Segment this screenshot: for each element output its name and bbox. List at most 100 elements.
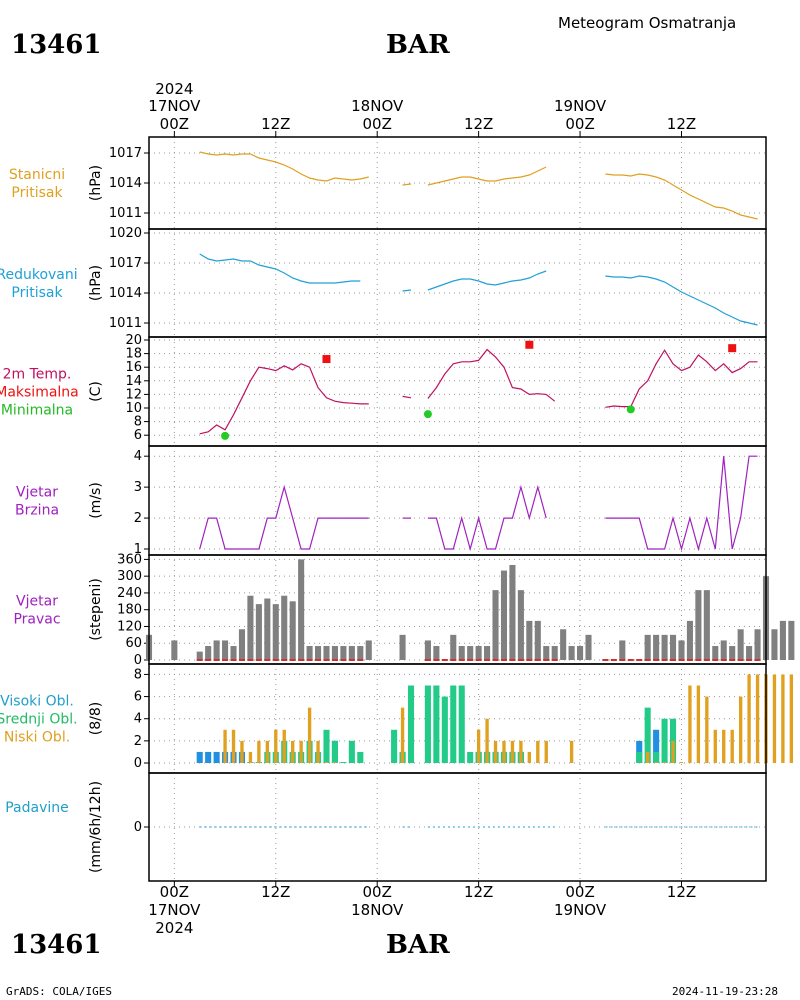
wind-dir-bar: [264, 598, 271, 660]
panel-label: Pritisak: [11, 285, 63, 301]
calm-marker: [348, 659, 355, 661]
wind-dir-bar: [585, 634, 592, 660]
wind-dir-bar: [222, 640, 229, 660]
cloud-bar-low: [738, 696, 743, 763]
panel-label: Maksimalna: [0, 385, 79, 401]
time-hour-bottom: 00Z: [160, 883, 189, 901]
cloud-bar-low: [223, 729, 227, 763]
wind-dir-bar: [340, 646, 347, 660]
calm-marker: [323, 659, 330, 661]
y-axis-label: (C): [88, 381, 104, 402]
wind-dir-bar: [661, 634, 668, 660]
y-tick-label: 8: [134, 667, 142, 682]
calm-marker: [289, 659, 296, 661]
y-tick-label: 1011: [109, 316, 142, 331]
wind-dir-bar: [255, 604, 262, 660]
wind-dir-bar: [534, 620, 541, 660]
calm-marker: [213, 659, 220, 661]
panel-frame: [148, 445, 767, 556]
cloud-bar-low: [476, 729, 481, 763]
cloud-bar-mid: [467, 751, 474, 763]
calm-marker: [340, 659, 347, 661]
cloud-bar-low: [730, 729, 734, 763]
calm-marker: [433, 659, 440, 661]
wind-dir-bar: [720, 640, 727, 660]
calm-marker: [653, 659, 660, 661]
wind-dir-bar: [348, 646, 355, 660]
wind-dir-bar: [568, 646, 575, 660]
wind-dir-bar: [196, 651, 203, 660]
series-line: [427, 348, 556, 402]
wind-dir-bar: [551, 646, 558, 660]
cloud-bar-mid: [450, 685, 457, 763]
wind-dir-bar: [323, 646, 330, 660]
y-tick-label: 1: [134, 542, 142, 557]
panel-label: Brzina: [15, 503, 59, 519]
calm-marker: [526, 659, 533, 661]
cloud-bar-low: [772, 674, 777, 763]
wind-dir-bar: [298, 559, 305, 660]
tmin-marker: [626, 405, 635, 414]
calm-marker: [619, 659, 626, 661]
calm-marker: [500, 659, 508, 661]
tmin-marker: [423, 410, 432, 419]
time-hour-top: 12Z: [464, 115, 493, 133]
y-tick-label: 60: [125, 636, 142, 651]
calm-marker: [272, 659, 279, 661]
y-tick-label: 6: [134, 428, 142, 443]
y-tick-label: 240: [117, 586, 142, 601]
time-hour-bottom: 00Z: [565, 883, 594, 901]
y-tick-label: 180: [117, 603, 142, 618]
panel-label: 2m Temp.: [3, 367, 72, 383]
y-tick-label: 1017: [109, 256, 142, 271]
calm-marker: [314, 659, 322, 661]
series-line: [605, 275, 758, 326]
calm-marker: [746, 659, 753, 661]
cloud-zero: [333, 762, 337, 763]
wind-dir-bar: [517, 590, 524, 660]
y-tick-label: 10: [125, 401, 142, 416]
cloud-bar-low: [544, 740, 548, 763]
wind-dir-bar: [703, 590, 710, 660]
panel-label: Srednji Obl.: [0, 712, 78, 728]
calm-marker: [737, 659, 744, 661]
calm-marker: [281, 659, 288, 661]
time-year-top: 2024: [155, 80, 193, 98]
calm-marker: [238, 659, 246, 661]
wind-dir-bar: [653, 634, 660, 660]
time-hour-top: 12Z: [261, 115, 290, 133]
wind-dir-bar: [484, 646, 491, 660]
calm-marker: [669, 659, 677, 661]
cloud-bar-mid: [424, 685, 431, 763]
cloud-bar-mid: [441, 696, 448, 763]
time-date-bottom: 17NOV: [148, 901, 201, 919]
y-tick-label: 8: [134, 415, 142, 430]
calm-marker: [712, 659, 719, 661]
calm-marker: [703, 659, 710, 661]
wind-dir-bar: [492, 590, 499, 660]
y-tick-label: 18: [125, 347, 142, 362]
series-line: [605, 455, 758, 552]
wind-dir-bar: [306, 646, 313, 660]
cloud-bar-low: [781, 674, 785, 763]
cloud-bar-low: [299, 740, 303, 763]
cloud-bar-low: [688, 685, 692, 763]
wind-dir-bar: [788, 620, 795, 660]
wind-dir-bar: [509, 564, 516, 660]
wind-dir-bar: [577, 646, 584, 660]
y-tick-label: 4: [134, 712, 142, 727]
cloud-bar-low: [696, 685, 701, 763]
cloud-bar-low: [248, 751, 253, 763]
y-tick-label: 2: [134, 511, 142, 526]
cloud-bar-low: [282, 729, 286, 763]
cloud-bar-mid: [636, 751, 643, 763]
time-date-top: 18NOV: [351, 97, 404, 115]
wind-dir-bar: [213, 640, 220, 660]
cloud-bar-mid: [407, 685, 415, 763]
wind-dir-bar: [247, 595, 254, 660]
calm-marker: [678, 659, 685, 661]
calm-marker: [475, 659, 482, 661]
y-tick-label: 1014: [109, 176, 142, 191]
calm-marker: [551, 659, 558, 661]
